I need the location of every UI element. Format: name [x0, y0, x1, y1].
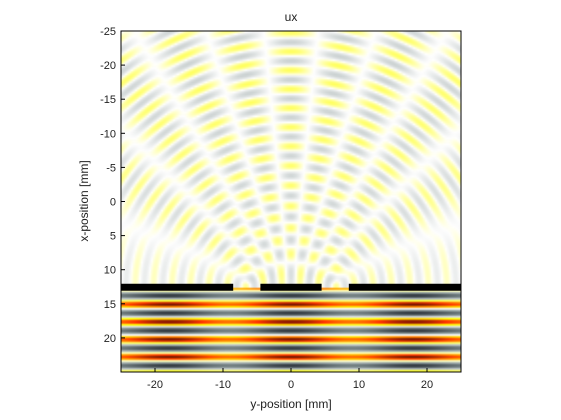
y-tick-label: -5: [106, 162, 116, 174]
chart-title: ux: [285, 10, 298, 24]
y-tick-label: -15: [100, 94, 116, 106]
x-tick-label: -10: [215, 379, 231, 391]
barrier-segment: [260, 283, 322, 291]
field-image: [121, 31, 461, 372]
barrier-segment: [348, 283, 461, 291]
y-axis-label: x-position [mm]: [77, 160, 91, 241]
y-tick-label: 5: [110, 231, 116, 243]
x-axis-ticks: -20 -10 0 10 20: [147, 368, 433, 391]
x-tick-label: 10: [353, 379, 365, 391]
barrier: [121, 283, 461, 291]
y-tick-label: 0: [110, 197, 116, 209]
x-tick-label: 0: [288, 379, 294, 391]
y-tick-label: 20: [104, 333, 116, 345]
y-axis-ticks: -25 -20 -15 -10 -5 0 5 10 15 20: [100, 26, 125, 345]
x-axis-label: y-position [mm]: [250, 397, 331, 411]
y-tick-label: 15: [104, 299, 116, 311]
wave-field: [121, 31, 461, 372]
barrier-segment: [121, 283, 234, 291]
y-tick-label: -25: [100, 26, 116, 38]
y-tick-label: -20: [100, 60, 116, 72]
y-tick-label: 10: [104, 265, 116, 277]
x-tick-label: 20: [421, 379, 433, 391]
x-tick-label: -20: [147, 379, 163, 391]
plot-area: [121, 31, 461, 372]
y-tick-label: -10: [100, 128, 116, 140]
